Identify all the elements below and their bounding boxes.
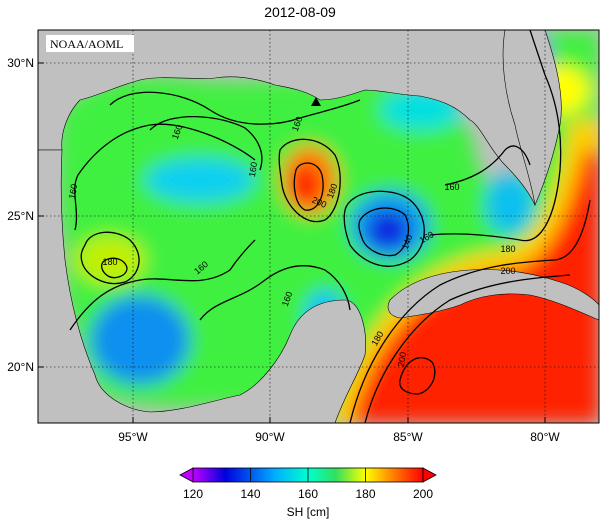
lat-label: 25°N xyxy=(7,209,34,223)
contour-label: 180 xyxy=(500,244,515,254)
colorbar-title: SH [cm] xyxy=(287,505,330,519)
contour-line xyxy=(149,115,263,171)
lat-label: 20°N xyxy=(7,360,34,374)
contour-line xyxy=(74,123,256,231)
credit-label: NOAA/AOML xyxy=(50,37,123,51)
station-triangle-marker xyxy=(311,97,321,106)
land xyxy=(38,30,599,423)
contour-label: 180 xyxy=(102,257,117,267)
lon-label: 90°W xyxy=(255,430,285,444)
contour-label: 180 xyxy=(325,182,340,200)
colorbar-tick-label: 200 xyxy=(413,487,433,501)
lon-label: 95°W xyxy=(118,430,148,444)
colorbar-max-arrow xyxy=(422,467,437,483)
contour-line xyxy=(278,138,341,223)
contour-label: 140 xyxy=(400,233,415,251)
contour-line xyxy=(429,30,562,242)
contour-label: 160 xyxy=(247,161,259,178)
contours xyxy=(69,30,591,423)
map-title: 2012-08-09 xyxy=(264,4,336,20)
contour-label: 200 xyxy=(500,266,515,276)
contour-line xyxy=(358,207,409,257)
contour-line xyxy=(364,274,571,423)
contour-labels: 160 160 160 160 160 160 160 160 180 180 … xyxy=(67,115,516,368)
contour-label: 160 xyxy=(170,123,185,141)
contour-line xyxy=(343,190,425,267)
contour-line xyxy=(80,231,140,285)
graticule xyxy=(38,30,599,423)
contour-line xyxy=(349,199,591,423)
contour-line xyxy=(444,145,531,186)
contour-line xyxy=(199,265,351,321)
contour-line xyxy=(293,162,324,211)
contour-label: 160 xyxy=(290,115,305,133)
contour-line xyxy=(101,257,128,279)
contour-label: 160 xyxy=(280,290,295,308)
mexico-coast xyxy=(38,149,366,423)
contour-label: 160 xyxy=(444,182,459,192)
colorbar-tick-label: 140 xyxy=(240,487,260,501)
contour-label: 200 xyxy=(396,351,408,368)
axis-ticks xyxy=(38,62,546,423)
cuba xyxy=(387,269,599,321)
lon-label: 85°W xyxy=(393,430,423,444)
colorbar-tick-label: 120 xyxy=(183,487,203,501)
colorbar: 120 140 160 180 200 SH [cm] xyxy=(179,467,437,519)
lat-label: 30°N xyxy=(7,56,34,70)
map-frame xyxy=(37,29,600,424)
contour-line xyxy=(399,357,436,395)
colorbar-tick-label: 160 xyxy=(298,487,318,501)
map-area: 160 160 160 160 160 160 160 160 180 180 … xyxy=(38,30,599,423)
colorbar-min-arrow xyxy=(179,467,194,483)
colorbar-tick-label: 180 xyxy=(355,487,375,501)
contour-line xyxy=(69,239,256,331)
florida-peninsula xyxy=(502,30,562,207)
contour-label: 160 xyxy=(67,183,79,200)
credit-box xyxy=(46,35,134,52)
lon-label: 80°W xyxy=(530,430,560,444)
contour-line xyxy=(109,91,361,125)
